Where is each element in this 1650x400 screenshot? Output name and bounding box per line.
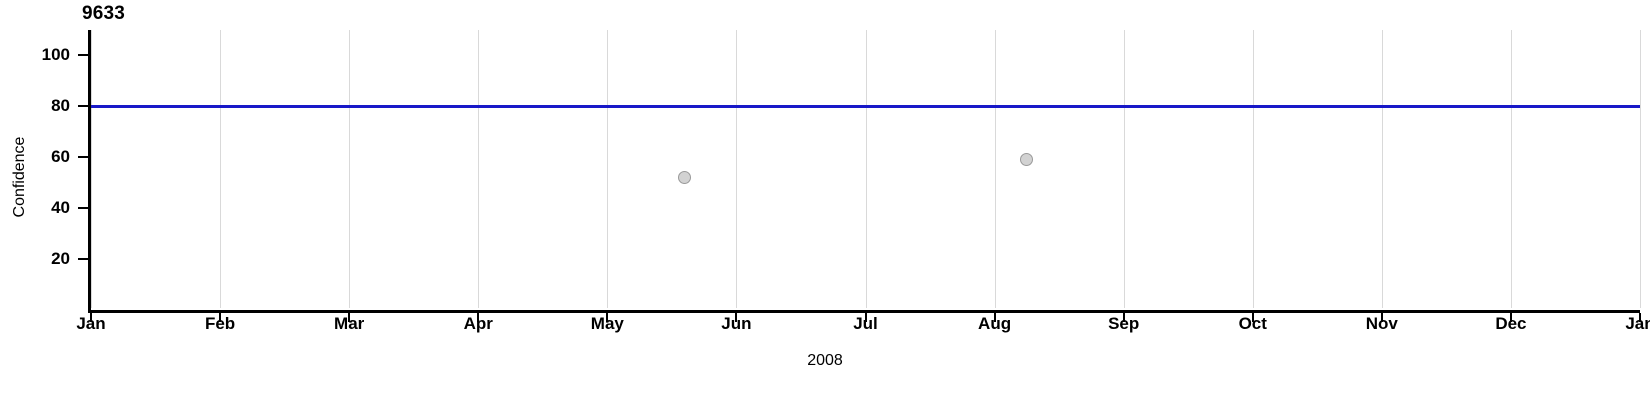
data-point[interactable]	[678, 171, 692, 185]
x-tick-label: Feb	[204, 314, 236, 333]
gridline	[1640, 30, 1641, 308]
y-tick-label-wrap: 60	[8, 147, 70, 167]
gridline	[478, 30, 480, 308]
x-tick-mark	[993, 313, 996, 322]
x-tick-label: Jul	[853, 314, 878, 333]
x-tick-mark	[1251, 313, 1254, 322]
y-tick-label-wrap: 80	[8, 96, 70, 116]
y-axis-line	[88, 30, 91, 312]
gridline	[1510, 30, 1512, 308]
data-point[interactable]	[1020, 153, 1034, 167]
gridline	[994, 30, 996, 308]
gridline	[1123, 30, 1125, 308]
y-tick-label: 40	[51, 198, 70, 218]
y-tick-label-wrap: 40	[8, 198, 70, 218]
x-tick-label: Jan	[1625, 314, 1650, 333]
y-tick-mark	[78, 207, 88, 210]
x-tick-mark	[477, 313, 480, 322]
y-tick-label: 60	[51, 147, 70, 167]
y-tick-label: 20	[51, 249, 70, 269]
plot-area	[91, 30, 1641, 310]
x-tick-label: Oct	[1238, 314, 1267, 333]
gridline	[1252, 30, 1254, 308]
x-tick-label: Dec	[1495, 314, 1527, 333]
x-tick-label: Jun	[721, 314, 752, 333]
y-axis-title: Confidence	[11, 136, 28, 218]
x-tick-mark	[864, 313, 867, 322]
x-tick-mark	[606, 313, 609, 322]
chart-title: 9633	[82, 3, 126, 24]
x-tick-mark	[1122, 313, 1125, 322]
x-tick-mark	[1509, 313, 1512, 322]
x-tick-mark	[90, 313, 92, 322]
x-axis-title: 2008	[807, 352, 843, 369]
gridline	[736, 30, 738, 308]
gridline	[1381, 30, 1383, 308]
gridline	[865, 30, 867, 308]
y-tick-mark	[78, 258, 88, 261]
gridline	[607, 30, 609, 308]
reference-line-threshold	[91, 104, 1640, 108]
x-tick-label: Sep	[1108, 314, 1140, 333]
x-tick-mark	[735, 313, 738, 322]
gridline	[91, 30, 92, 308]
x-tick-mark	[219, 313, 222, 322]
y-tick-mark	[78, 54, 88, 57]
x-tick-label: Mar	[334, 314, 365, 333]
gridline	[349, 30, 351, 308]
y-tick-label: 100	[41, 45, 70, 65]
x-tick-label: Apr	[463, 314, 493, 333]
y-tick-label: 80	[51, 96, 70, 116]
x-tick-label: Jan	[76, 314, 106, 333]
x-tick-label: Nov	[1365, 314, 1398, 333]
y-tick-label-wrap: 100	[8, 45, 70, 65]
x-tick-mark	[1639, 313, 1641, 322]
x-tick-mark	[1380, 313, 1383, 322]
y-tick-mark	[78, 156, 88, 159]
y-tick-mark	[78, 105, 88, 108]
x-tick-label: May	[590, 314, 624, 333]
gridline	[220, 30, 222, 308]
x-tick-mark	[348, 313, 351, 322]
x-tick-label: Aug	[978, 314, 1012, 333]
y-tick-label-wrap: 20	[8, 249, 70, 269]
x-axis-line	[88, 310, 1640, 313]
